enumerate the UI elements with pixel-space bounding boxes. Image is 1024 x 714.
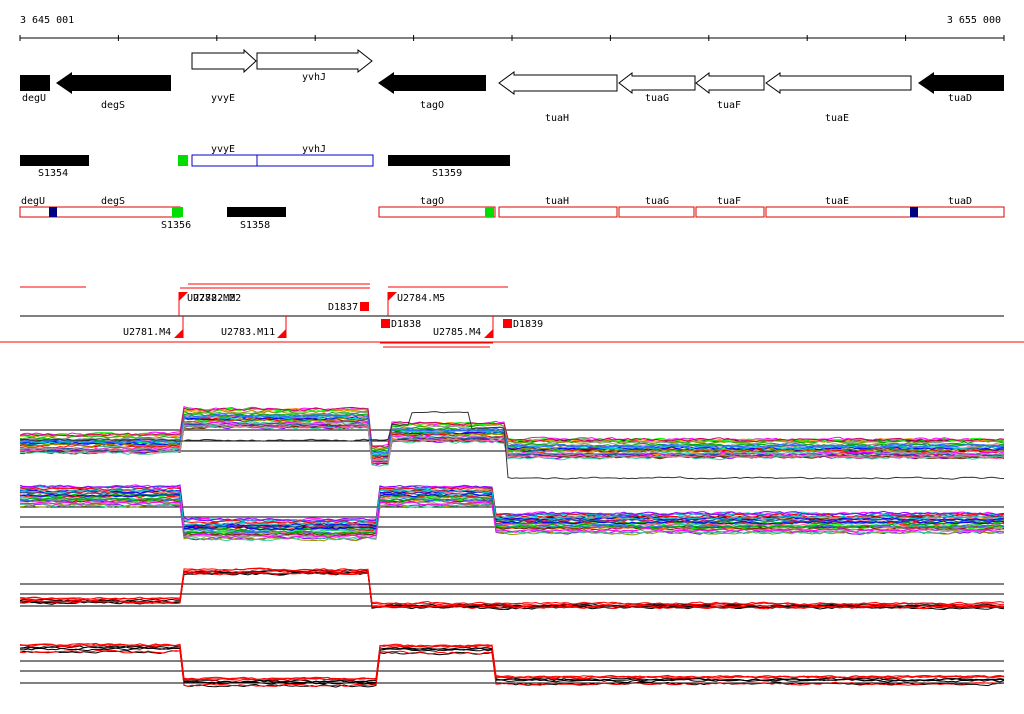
axis-start-label: 3 645 001 xyxy=(20,15,74,26)
profile-line xyxy=(19,421,1005,462)
feature-D1837-label: D1837 xyxy=(328,302,358,313)
gene-yvyE-arrow[interactable] xyxy=(191,48,257,74)
profile-track-2 xyxy=(19,484,1005,542)
segment-track-2: degU degS S1356 S1358 tagO tuaH tuaG tua… xyxy=(19,196,1005,231)
gene-track: degU degS yvyE yvhJ tagO tuaH tuaG tuaF … xyxy=(20,48,1004,124)
gene-tuaG-arrow[interactable] xyxy=(618,71,696,95)
profile-line xyxy=(19,649,1005,687)
segment-tagO[interactable] xyxy=(378,206,496,218)
segment-S1356-label: S1356 xyxy=(161,220,191,231)
feature-U2784-M5-label: U2784.M5 xyxy=(397,293,445,304)
segment-yvhJ[interactable] xyxy=(256,154,374,167)
gene-tuaH-label: tuaH xyxy=(545,113,569,124)
gene-tuaH-arrow[interactable] xyxy=(498,71,618,95)
segment-tuaG-label: tuaG xyxy=(645,196,669,207)
feature-D1839-marker[interactable] xyxy=(503,319,512,328)
gene-tuaF-arrow[interactable] xyxy=(695,71,765,95)
feature-U2784-M5-marker[interactable] xyxy=(388,292,397,301)
feature-D1839-label: D1839 xyxy=(513,319,543,330)
gene-degU-label: degU xyxy=(22,93,46,104)
segment-tuaE[interactable] xyxy=(765,206,912,218)
gene-yvyE-label: yvyE xyxy=(211,93,235,104)
segment-S1359[interactable] xyxy=(388,155,510,166)
segment-S1354[interactable] xyxy=(20,155,89,166)
axis-ticks xyxy=(19,35,1005,41)
segment-tuaD-label: tuaD xyxy=(948,196,972,207)
gene-tuaF-label: tuaF xyxy=(717,100,741,111)
segment-tuaH-label: tuaH xyxy=(545,196,569,207)
profile-line xyxy=(19,413,1005,452)
gene-tuaE-arrow[interactable] xyxy=(765,72,912,94)
coordinate-axis: 3 645 001 3 655 000 xyxy=(19,15,1005,41)
segment-yvyE[interactable] xyxy=(191,154,258,167)
feature-D1838-label: D1838 xyxy=(391,319,421,330)
segment-degS-label: degS xyxy=(101,196,125,207)
feature-U2781-M4-marker[interactable] xyxy=(174,329,183,338)
profile-line xyxy=(19,406,1005,448)
segment-S1359-label: S1359 xyxy=(432,168,462,179)
segment-S1358[interactable] xyxy=(227,207,286,217)
profile-line xyxy=(19,417,1005,458)
segment-track-1: S1354 yvyE yvhJ S1359 xyxy=(20,144,510,179)
profile-line xyxy=(19,411,1005,480)
segment-yvyE-label: yvyE xyxy=(211,144,235,155)
feature-U2781-M4-label: U2781.M4 xyxy=(123,327,171,338)
gene-degU-arrow[interactable] xyxy=(20,75,50,91)
gene-tuaE-label: tuaE xyxy=(825,113,849,124)
green-marker xyxy=(485,207,494,217)
profile-line xyxy=(19,501,1005,539)
segment-tuaF-label: tuaF xyxy=(717,196,741,207)
feature-U2782-M2-overlap-label: U2782.M2 xyxy=(193,293,241,304)
gene-tagO-label: tagO xyxy=(420,100,444,111)
gene-degS-arrow[interactable] xyxy=(56,72,171,94)
green-marker xyxy=(178,155,188,166)
feature-U2783-M11-label: U2783.M11 xyxy=(221,327,275,338)
profile-line xyxy=(20,642,1005,681)
gene-yvhJ-arrow[interactable] xyxy=(256,48,373,74)
segment-tuaF[interactable] xyxy=(695,206,765,218)
navy-marker xyxy=(910,207,918,217)
feature-D1838-marker[interactable] xyxy=(381,319,390,328)
feature-D1837-marker[interactable] xyxy=(360,302,369,311)
segment-S1354-label: S1354 xyxy=(38,168,68,179)
gene-tagO-arrow[interactable] xyxy=(378,72,486,94)
feature-U2783-M11-marker[interactable] xyxy=(277,329,286,338)
segment-tuaG[interactable] xyxy=(618,206,695,218)
navy-marker xyxy=(49,207,57,217)
gene-yvhJ-label: yvhJ xyxy=(302,72,326,83)
profile-line xyxy=(19,488,1005,527)
segment-tuaD[interactable] xyxy=(910,206,1005,218)
feature-track: U2782.M2 U2782.M2 D1837 U2784.M5 U2781.M… xyxy=(0,283,1024,348)
segment-degU-degS[interactable] xyxy=(19,206,181,218)
segment-tuaE-label: tuaE xyxy=(825,196,849,207)
profile-line xyxy=(19,502,1005,542)
profile-line xyxy=(19,503,1005,542)
profile-line xyxy=(19,567,1005,606)
gene-tuaG-label: tuaG xyxy=(645,93,669,104)
gene-tuaD-label: tuaD xyxy=(948,93,972,104)
gene-degS-label: degS xyxy=(101,100,125,111)
axis-end-label: 3 655 000 xyxy=(947,15,1001,26)
profile-line xyxy=(19,413,1005,455)
feature-U2782-M2-marker[interactable] xyxy=(179,292,188,301)
segment-tagO-label: tagO xyxy=(420,196,444,207)
feature-U2782-M2-label: U2782.M2 xyxy=(187,293,235,304)
feature-U2785-M4-label: U2785.M4 xyxy=(433,327,481,338)
profile-track-3 xyxy=(19,567,1005,611)
profile-track-1 xyxy=(19,406,1005,480)
feature-U2785-M4-marker[interactable] xyxy=(484,329,493,338)
green-marker xyxy=(172,207,183,217)
segment-tuaH[interactable] xyxy=(498,206,618,218)
profile-track-4 xyxy=(19,642,1005,688)
segment-yvhJ-label: yvhJ xyxy=(302,144,326,155)
segment-degU-label: degU xyxy=(21,196,45,207)
segment-S1358-label: S1358 xyxy=(240,220,270,231)
gene-tuaD-arrow[interactable] xyxy=(918,72,1004,94)
